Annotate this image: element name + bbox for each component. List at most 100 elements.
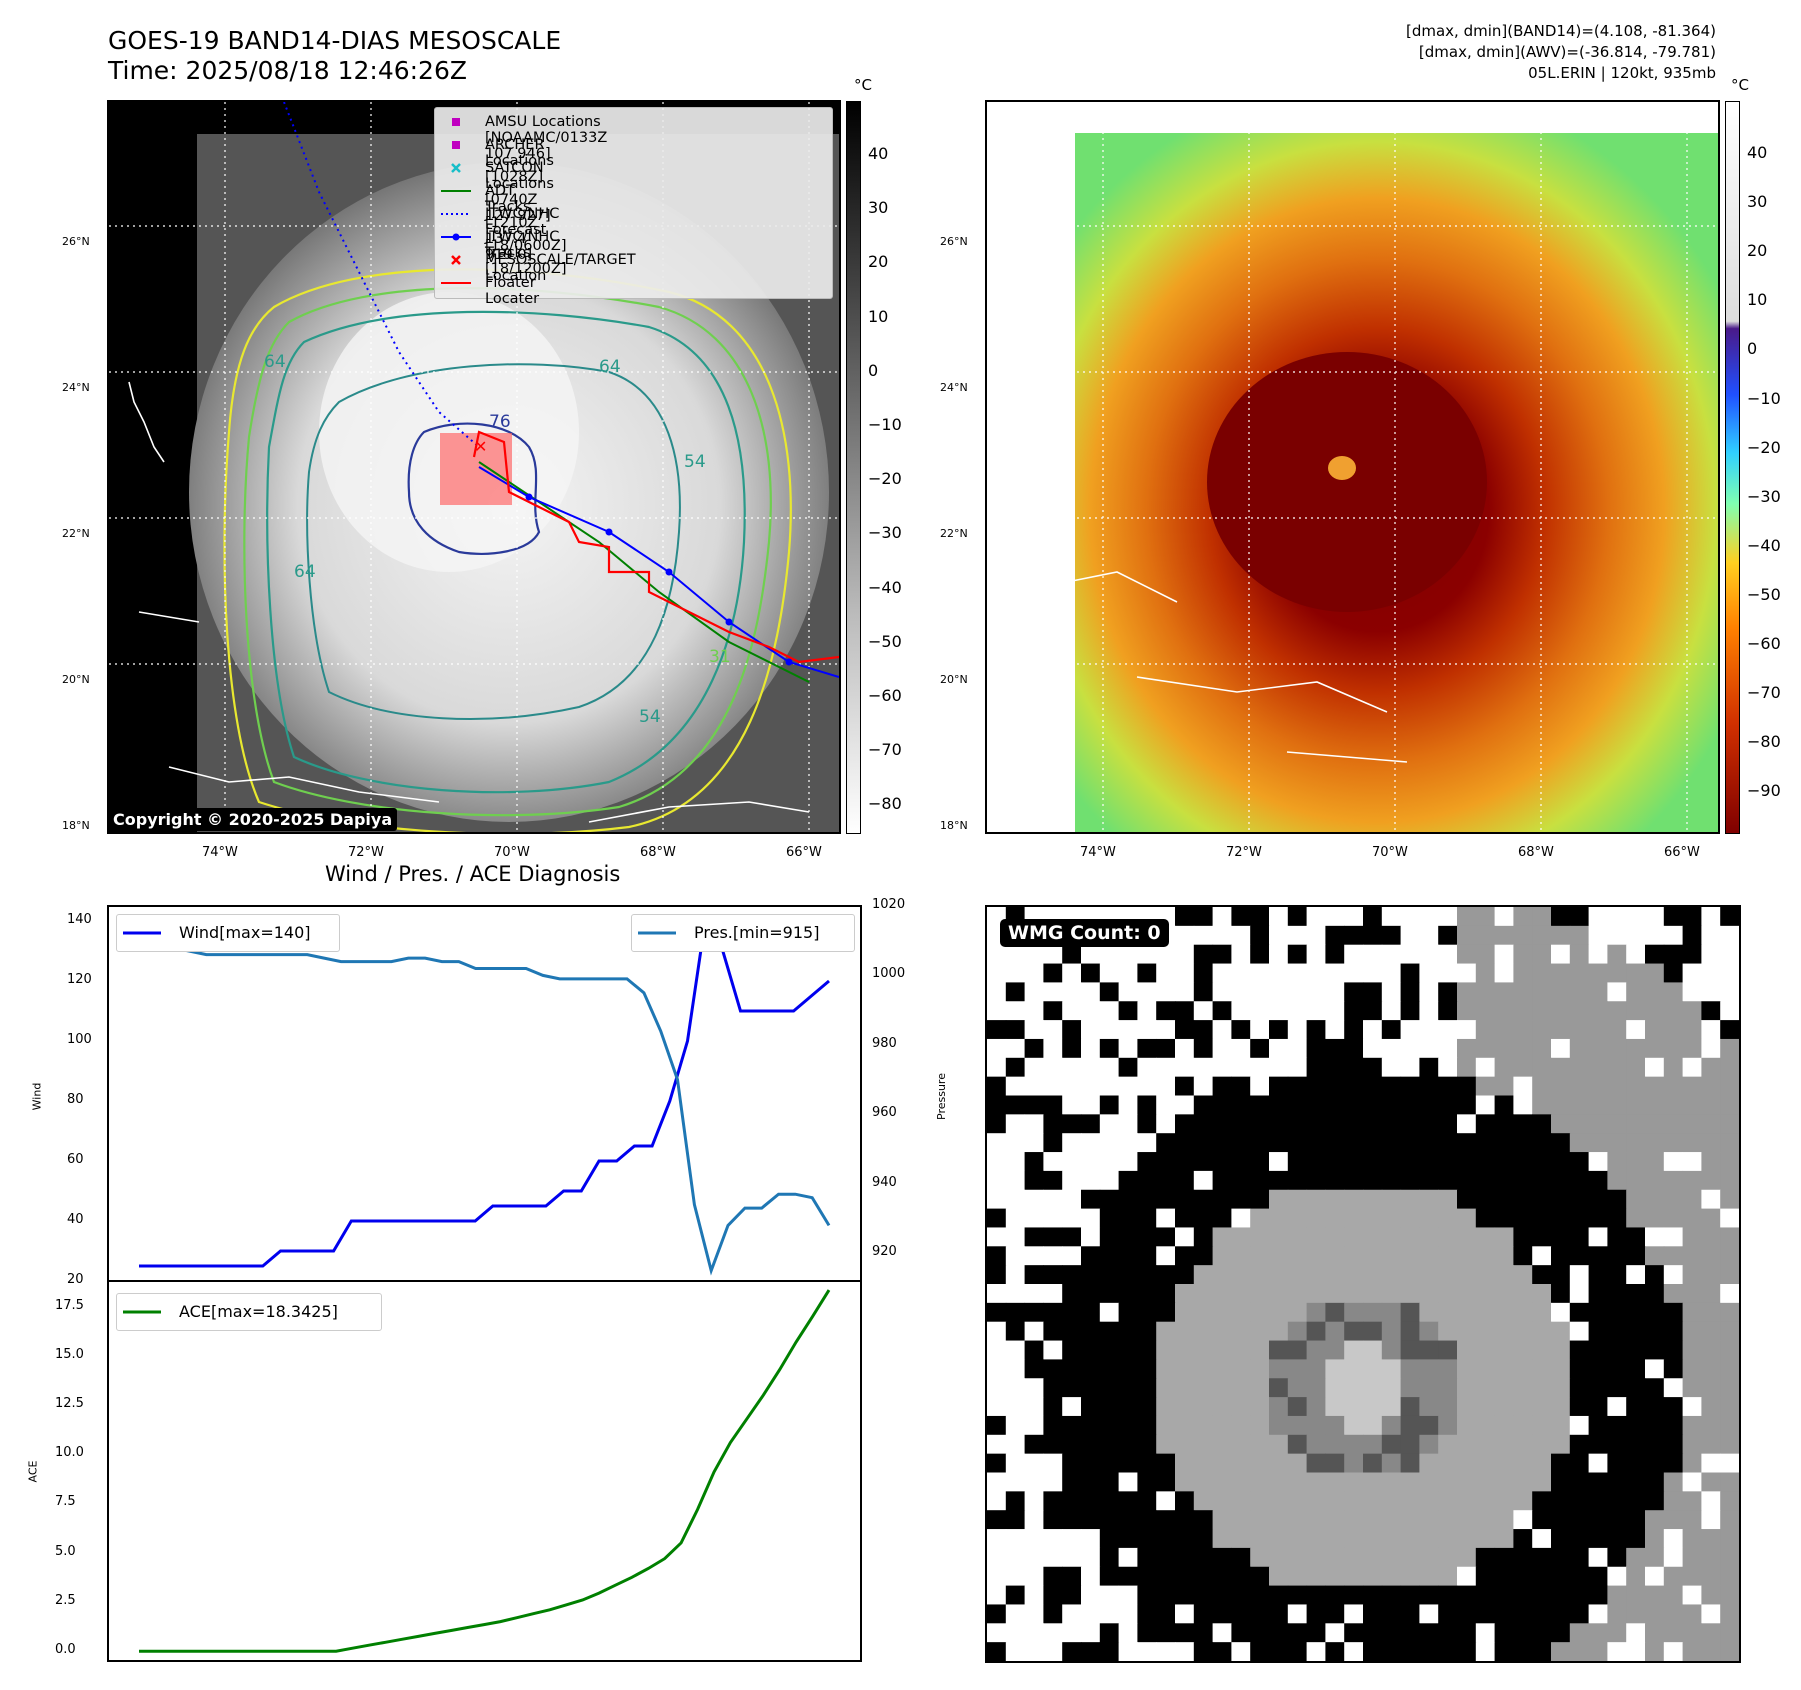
wmg-cell — [1626, 1434, 1646, 1455]
wmg-cell — [1551, 1642, 1571, 1661]
wmg-cell — [1381, 1434, 1402, 1455]
wmg-cell — [1081, 1623, 1101, 1643]
wmg-cell — [1099, 1227, 1120, 1247]
wmg-cell — [1645, 1020, 1665, 1040]
wmg-cell — [1005, 982, 1026, 1002]
wmg-cell — [1137, 1340, 1157, 1360]
wmg-cell — [1663, 1453, 1684, 1473]
wmg-cell — [1137, 1566, 1157, 1587]
wmg-cell — [1344, 1152, 1364, 1172]
wmg-cell — [1626, 1095, 1646, 1115]
wmg-cell — [1363, 1208, 1383, 1228]
awv-map — [987, 102, 1718, 832]
wmg-cell — [1099, 1114, 1120, 1134]
wmg-cell — [1250, 1378, 1270, 1398]
wmg-cell — [1588, 925, 1608, 946]
wmg-cell — [1607, 1340, 1627, 1360]
wmg-cell — [1325, 1642, 1345, 1661]
wmg-cell — [1024, 1020, 1044, 1040]
wmg-cell — [1118, 1265, 1138, 1285]
wmg-cell — [1231, 1623, 1251, 1643]
wmg-cell — [1137, 1001, 1157, 1021]
wmg-cell — [1701, 1566, 1721, 1587]
wmg-cell — [1024, 1321, 1044, 1342]
wmg-cell — [1551, 944, 1571, 965]
wmg-cell — [1344, 1415, 1364, 1436]
wmg-cell — [1457, 944, 1477, 965]
wmg-cell — [1532, 1547, 1552, 1568]
wmg-cell — [1701, 1133, 1721, 1153]
wmg-cell — [1457, 982, 1477, 1002]
storm-core — [319, 292, 579, 572]
wmg-cell — [1306, 1076, 1326, 1096]
wmg-cell — [1062, 1585, 1082, 1605]
wmg-cell — [1701, 925, 1721, 946]
wmg-cell — [1682, 1321, 1702, 1342]
wmg-cell — [1287, 1284, 1308, 1304]
wmg-cell — [1212, 1547, 1232, 1568]
wmg-cell — [1005, 1415, 1026, 1436]
wmg-cell — [1306, 1585, 1326, 1605]
wmg-cell — [1682, 1453, 1702, 1473]
wmg-cell — [1269, 1340, 1289, 1360]
wmg-cell — [1287, 1604, 1308, 1624]
wmg-cell — [1175, 1359, 1195, 1379]
wmg-cell — [1325, 1152, 1345, 1172]
wmg-cell — [1701, 1284, 1721, 1304]
wmg-cell — [1043, 1472, 1063, 1492]
wmg-cell — [1212, 1359, 1232, 1379]
wmg-cell — [1494, 1076, 1514, 1096]
wmg-cell — [1325, 1359, 1345, 1379]
colorbar-tick-label: 20 — [1747, 241, 1768, 261]
wmg-cell — [1626, 1189, 1646, 1210]
wmg-cell — [1457, 1284, 1477, 1304]
wmg-cell — [1212, 1566, 1232, 1587]
colorbar-tick-label: −50 — [1747, 584, 1781, 604]
wmg-cell — [1118, 1510, 1138, 1530]
wmg-cell — [1682, 1095, 1702, 1115]
wmg-cell — [1645, 1566, 1665, 1587]
wmg-cell — [1438, 982, 1458, 1002]
wmg-cell — [1532, 1623, 1552, 1643]
wmg-cell — [1532, 1284, 1552, 1304]
wmg-cell — [1588, 1623, 1608, 1643]
wmg-cell — [1626, 963, 1646, 983]
wmg-cell — [1588, 1302, 1608, 1323]
wmg-cell — [1099, 1453, 1120, 1473]
wmg-cell — [1043, 1038, 1063, 1059]
wmg-cell — [1099, 1491, 1120, 1511]
wmg-cell — [1532, 1472, 1552, 1492]
wmg-cell — [1663, 1415, 1684, 1436]
wmg-cell — [1645, 1076, 1665, 1096]
wmg-cell — [1231, 1284, 1251, 1304]
wmg-cell — [1720, 1547, 1739, 1568]
wmg-cell — [1569, 963, 1590, 983]
wmg-cell — [1250, 1095, 1270, 1115]
wmg-cell — [1532, 1378, 1552, 1398]
wmg-cell — [1363, 1114, 1383, 1134]
wmg-cell — [1569, 1227, 1590, 1247]
wmg-cell — [1475, 1453, 1496, 1473]
wmg-cell — [1231, 1208, 1251, 1228]
wmg-cell — [1175, 982, 1195, 1002]
wmg-cell — [1344, 1340, 1364, 1360]
wmg-cell — [1626, 1265, 1646, 1285]
wmg-cell — [1287, 1208, 1308, 1228]
wmg-cell — [1494, 1453, 1514, 1473]
wmg-cell — [1081, 1133, 1101, 1153]
wmg-cell — [1175, 1246, 1195, 1266]
wmg-cell — [1325, 1415, 1345, 1436]
wmg-cell — [1532, 1510, 1552, 1530]
wmg-cell — [1682, 1623, 1702, 1643]
wmg-cell — [1645, 907, 1665, 927]
wmg-cell — [1306, 1397, 1326, 1417]
wmg-cell — [1663, 1623, 1684, 1643]
wmg-cell — [1231, 925, 1251, 946]
wmg-cell — [1607, 1434, 1627, 1455]
wmg-cell — [1024, 1170, 1044, 1191]
wmg-cell — [1607, 1321, 1627, 1342]
wmg-cell — [1381, 1378, 1402, 1398]
wmg-cell — [1344, 1397, 1364, 1417]
wmg-cell — [1381, 1284, 1402, 1304]
wmg-cell — [1118, 1321, 1138, 1342]
